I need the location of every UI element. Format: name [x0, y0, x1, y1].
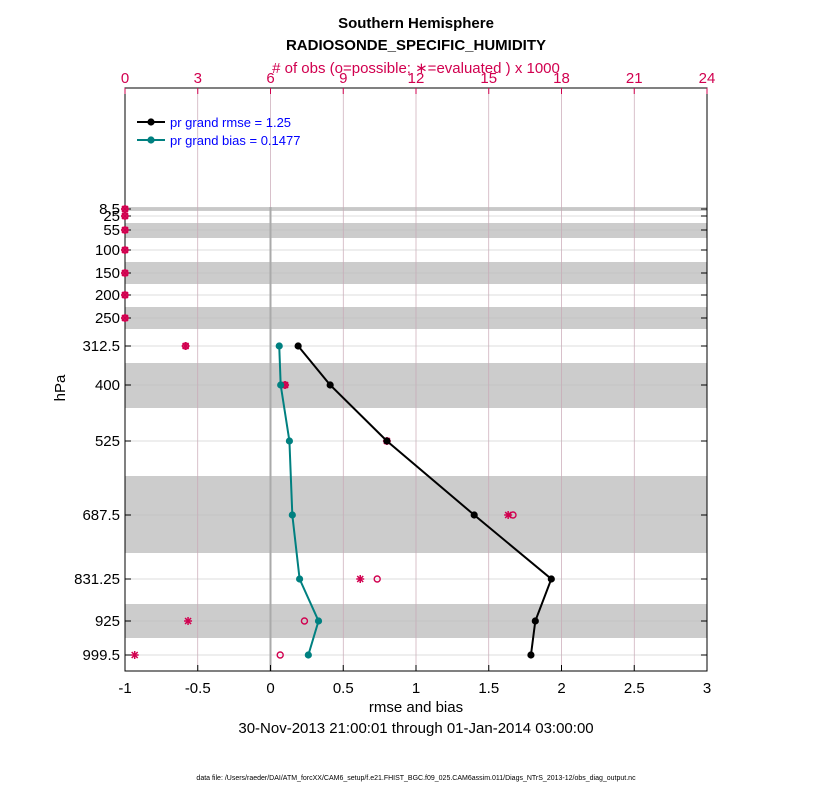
asterisk-stroke: [121, 205, 129, 213]
legend-bias-marker: [147, 136, 155, 144]
y-tick-label: 55: [103, 222, 120, 239]
legend-rmse-label: pr grand rmse = 1.25: [170, 115, 291, 130]
series-point-bias: [304, 651, 312, 659]
series-point-rmse: [383, 437, 391, 445]
y-tick-label: 150: [95, 265, 120, 282]
x-tick-label: 2: [557, 680, 565, 697]
obs-evaluated-marker: [121, 314, 129, 322]
series-point-rmse: [547, 575, 555, 583]
date-range: 30-Nov-2013 21:00:01 through 01-Jan-2014…: [238, 720, 593, 737]
y-tick-label: 100: [95, 242, 120, 259]
top-ticks: 0 3 6 9 12 15 18 21 24: [121, 70, 716, 94]
asterisk-stroke: [182, 342, 190, 350]
obs-evaluated-marker: [130, 651, 139, 659]
chart-title: Southern Hemisphere: [338, 15, 494, 32]
legend: pr grand rmse = 1.25 pr grand bias = 0.1…: [137, 115, 300, 148]
asterisk-stroke: [121, 246, 129, 254]
obs-markers: [121, 205, 517, 659]
series-point-bias: [275, 342, 283, 350]
obs-evaluated-marker: [504, 511, 513, 519]
x-tick-label: 1.5: [478, 680, 499, 697]
series-point-rmse: [294, 342, 302, 350]
asterisk-stroke: [131, 651, 139, 659]
top-tick-label: 15: [480, 70, 497, 87]
series-point-bias: [285, 437, 294, 445]
x-tick-label: 2.5: [624, 680, 645, 697]
asterisk-stroke: [121, 269, 129, 277]
obs-possible-marker: [276, 651, 284, 659]
series-point-rmse: [527, 651, 535, 659]
series-point-bias: [314, 617, 323, 625]
y-tick-label: 8.5: [99, 201, 120, 218]
legend-bias-label: pr grand bias = 0.1477: [170, 133, 300, 148]
x-tick-label: 1: [412, 680, 420, 697]
top-tick-label: 6: [266, 70, 274, 87]
obs-evaluated-marker: [121, 212, 129, 220]
y-tick-label: 200: [95, 287, 120, 304]
obs-possible-marker: [373, 575, 381, 583]
y-tick-label: 831.25: [74, 571, 120, 588]
top-tick-label: 24: [699, 70, 716, 87]
obs-evaluated-marker: [181, 342, 190, 350]
series-point-rmse: [531, 617, 539, 625]
asterisk-stroke: [121, 314, 129, 322]
top-tick-label: 0: [121, 70, 129, 87]
footer-note: data file: /Users/raeder/DAI/ATM_forcXX/…: [196, 775, 636, 782]
asterisk-stroke: [184, 617, 192, 625]
x-ticks: -1 -0.5 0 0.5 1 1.5 2 2.5 3: [118, 665, 711, 697]
series-point-rmse: [326, 381, 334, 389]
top-axis-label: # of obs (o=possible; ∗=evaluated ) x 10…: [272, 60, 560, 77]
x-tick-label: -0.5: [185, 680, 211, 697]
x-axis-label: rmse and bias: [369, 699, 463, 716]
y-tick-label: 250: [95, 310, 120, 327]
top-tick-label: 9: [339, 70, 347, 87]
top-tick-label: 12: [408, 70, 425, 87]
obs-evaluated-marker: [121, 205, 129, 213]
y-tick-label: 525: [95, 433, 120, 450]
grid-lines: [125, 88, 707, 671]
x-tick-label: -1: [118, 680, 131, 697]
top-tick-label: 21: [626, 70, 643, 87]
y-tick-label: 925: [95, 613, 120, 630]
y-tick-label: 687.5: [82, 507, 120, 524]
obs-evaluated-marker: [356, 575, 365, 583]
obs-evaluated-marker: [121, 226, 129, 234]
y-tick-label: 999.5: [82, 647, 120, 664]
series-point-bias: [288, 511, 296, 519]
asterisk-stroke: [121, 226, 129, 234]
series-point-bias: [277, 381, 285, 389]
top-tick-label: 3: [194, 70, 202, 87]
top-tick-label: 18: [553, 70, 570, 87]
asterisk-stroke: [356, 575, 364, 583]
y-tick-label: 312.5: [82, 338, 120, 355]
y-tick-label: 25: [103, 208, 120, 225]
x-tick-label: 3: [703, 680, 711, 697]
series-point-bias: [296, 575, 304, 583]
asterisk-stroke: [121, 291, 129, 299]
obs-evaluated-marker: [121, 269, 129, 277]
x-tick-label: 0.5: [333, 680, 354, 697]
asterisk-stroke: [121, 212, 129, 220]
obs-evaluated-marker: [121, 291, 129, 299]
obs-evaluated-marker: [184, 617, 193, 625]
y-tick-label: 400: [95, 377, 120, 394]
series-point-rmse: [470, 511, 478, 519]
asterisk-stroke: [504, 511, 512, 519]
series-lines: [275, 342, 555, 659]
legend-rmse-marker: [147, 118, 155, 126]
x-tick-label: 0: [266, 680, 274, 697]
chart-subtitle: RADIOSONDE_SPECIFIC_HUMIDITY: [286, 37, 546, 54]
obs-possible-marker: [300, 617, 309, 625]
y-axis-label: hPa: [52, 374, 69, 401]
obs-evaluated-marker: [121, 246, 129, 254]
